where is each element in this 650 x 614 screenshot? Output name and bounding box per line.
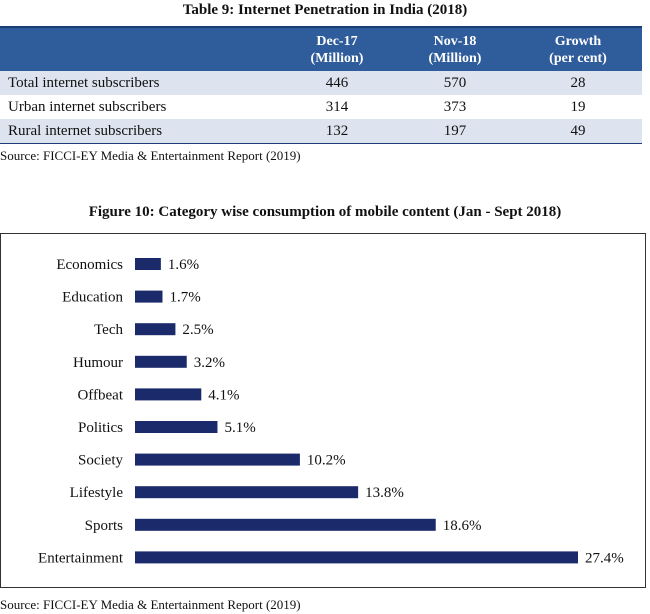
row-label: Total internet subscribers	[0, 71, 278, 95]
row-label: Urban internet subscribers	[0, 95, 278, 119]
bar-chart: Economics 1.6% Education 1.7% Tech 2.5% Humour…	[38, 257, 624, 566]
category-label: Lifestyle	[70, 485, 124, 501]
table-header-growth: Growth (per cent)	[514, 26, 642, 71]
value-label: 4.1%	[208, 387, 239, 403]
header-growth-text: Growth (per cent)	[549, 33, 607, 66]
category-label: Sports	[85, 518, 124, 534]
bar-politics	[135, 421, 218, 433]
table-row: Urban internet subscribers 314 373 19	[0, 95, 642, 119]
cell-nov18: 373	[396, 95, 514, 119]
table-title: Table 9: Internet Penetration in India (…	[182, 2, 468, 18]
bar-sports	[135, 518, 436, 531]
cell-growth: 49	[514, 119, 642, 144]
bar-offbeat	[135, 388, 202, 401]
value-label: 3.2%	[194, 355, 225, 371]
table-header-row: Dec-17 (Million) Nov-18 (Million) Growth (p…	[0, 26, 642, 71]
value-label: 10.2%	[307, 453, 346, 469]
category-label: Politics	[78, 420, 123, 436]
category-label: Tech	[94, 322, 123, 338]
value-label: 13.8%	[365, 485, 404, 501]
internet-penetration-table: Dec-17 (Million) Nov-18 (Million) Growth (p…	[0, 26, 642, 144]
value-label: 1.6%	[168, 257, 199, 273]
table-header-blank	[0, 26, 278, 71]
header-nov18-text: Nov-18 (Million)	[428, 33, 482, 66]
value-label: 2.5%	[182, 322, 213, 338]
table-row: Rural internet subscribers 132 197 49	[0, 119, 642, 144]
cell-dec17: 314	[278, 95, 396, 119]
table-row: Total internet subscribers 446 570 28	[0, 71, 642, 95]
cell-nov18: 197	[396, 119, 514, 144]
figure-title: Figure 10: Category wise consumption of …	[88, 204, 562, 220]
category-label: Economics	[56, 257, 123, 273]
value-label: 27.4%	[585, 550, 624, 566]
category-label: Offbeat	[77, 387, 123, 403]
value-label: 5.1%	[224, 420, 255, 436]
cell-nov18: 570	[396, 71, 514, 95]
cell-growth: 19	[514, 95, 642, 119]
row-label: Rural internet subscribers	[0, 119, 278, 144]
cell-dec17: 446	[278, 71, 396, 95]
category-label: Education	[62, 290, 123, 306]
category-label: Entertainment	[38, 550, 124, 566]
value-label: 18.6%	[443, 518, 482, 534]
table-header-dec17: Dec-17 (Million)	[278, 26, 396, 71]
category-label: Humour	[73, 355, 123, 371]
value-label: 1.7%	[169, 290, 200, 306]
bar-humour	[135, 355, 187, 368]
bar-society	[135, 453, 300, 466]
header-dec17-text: Dec-17 (Million)	[310, 33, 364, 66]
bar-tech	[135, 323, 176, 336]
bar-entertainment	[135, 551, 578, 564]
bar-lifestyle	[135, 486, 359, 499]
figure-source-note: Source: FICCI-EY Media & Entertainment R…	[0, 597, 301, 612]
table-header-nov18: Nov-18 (Million)	[396, 26, 514, 71]
bar-economics	[135, 258, 161, 270]
cell-growth: 28	[514, 71, 642, 95]
bar-education	[135, 290, 163, 303]
category-label: Society	[78, 453, 123, 469]
cell-dec17: 132	[278, 119, 396, 144]
chart-frame: Economics 1.6% Education 1.7% Tech 2.5% Humour…	[0, 233, 646, 588]
table-source-note: Source: FICCI-EY Media & Entertainment R…	[0, 148, 301, 163]
